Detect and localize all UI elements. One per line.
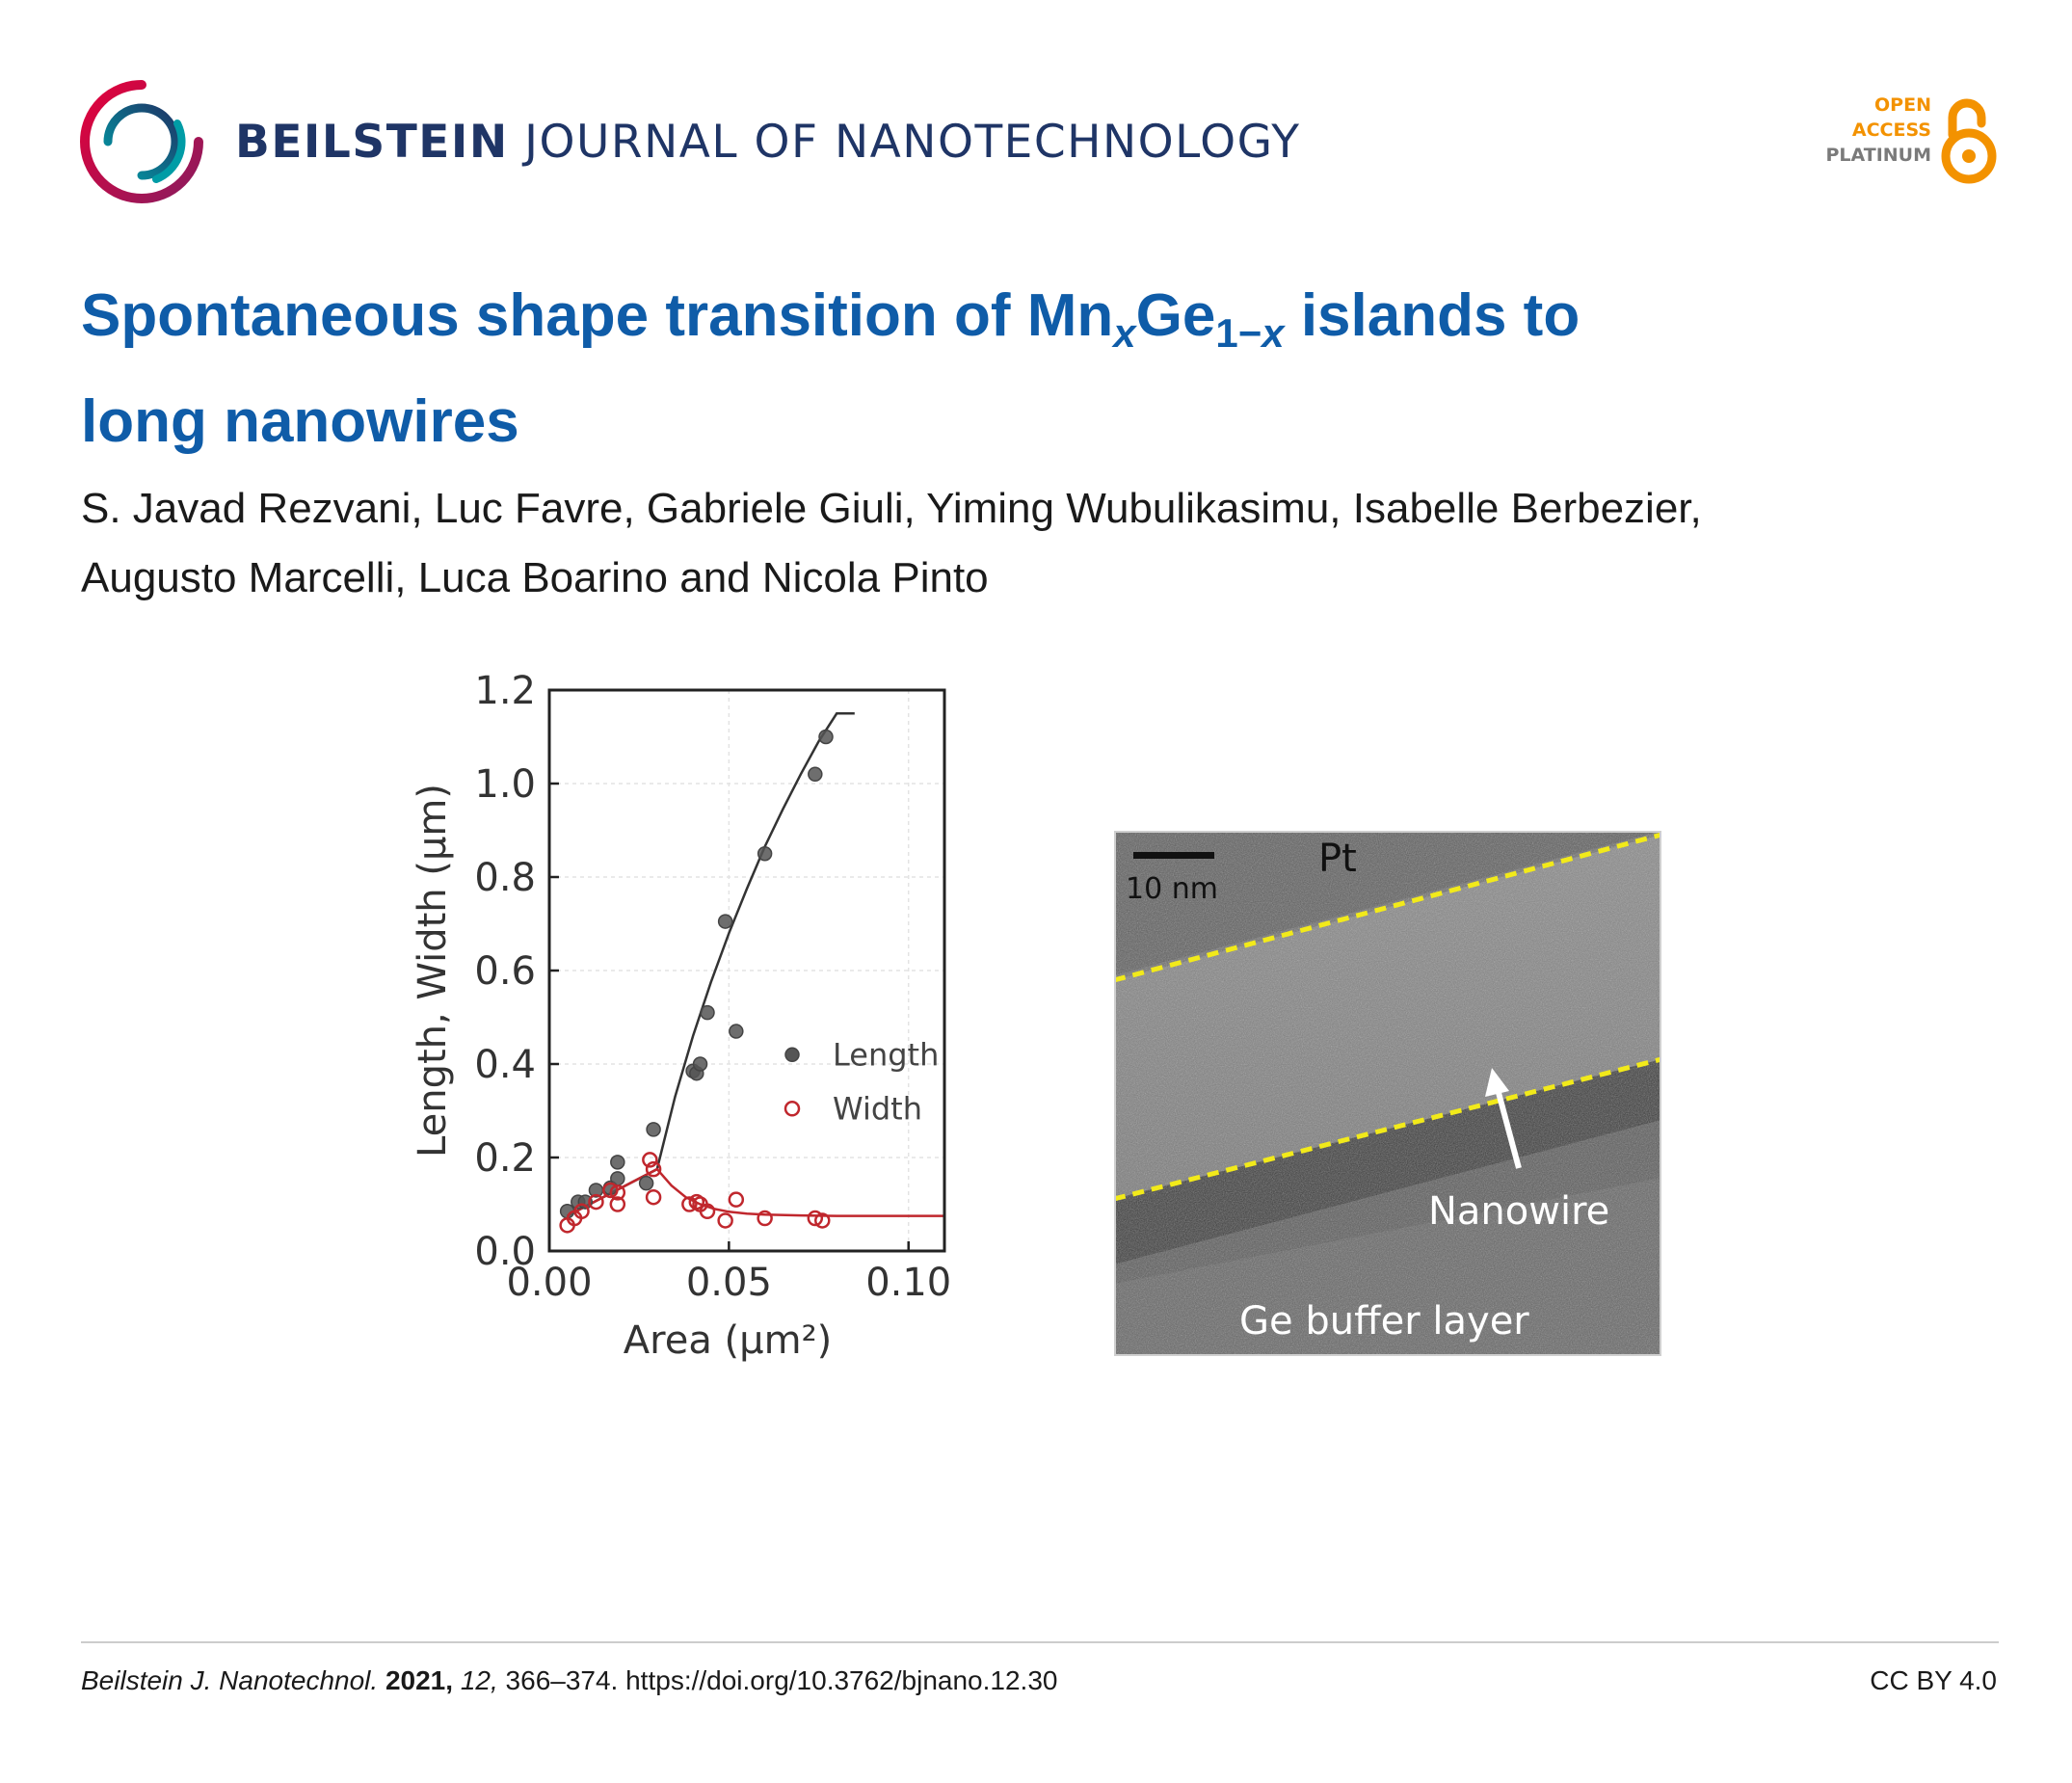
- title-part-1: Spontaneous shape transition of Mn: [81, 282, 1114, 349]
- journal-header: BEILSTEIN JOURNAL OF NANOTECHNOLOGY OPEN…: [79, 79, 1997, 204]
- footer-divider: [81, 1641, 1999, 1643]
- chart-ticks: 0.0 0.2 0.4 0.6 0.8 1.0 1.2 0.00 0.05 0.10: [474, 669, 951, 1305]
- width-point-13: [699, 1203, 716, 1220]
- title-line-1: Spontaneous shape transition of MnxGe1−x…: [81, 272, 1912, 378]
- lower-interface-dashed-line: [1114, 1056, 1661, 1202]
- y-tick-label-2: 0.4: [474, 1043, 536, 1087]
- journal-name-bold: BEILSTEIN: [235, 116, 509, 169]
- author-list: S. Javad Rezvani, Luc Favre, Gabriele Gi…: [81, 474, 1989, 613]
- length-point-15: [757, 846, 773, 862]
- title-part-2: islands to: [1284, 282, 1581, 349]
- citation-journal: Beilstein J. Nanotechnol.: [81, 1665, 379, 1695]
- label-ge-buffer-layer: Ge buffer layer: [1239, 1299, 1529, 1344]
- y-tick-label-3: 0.6: [474, 949, 536, 994]
- y-tick-label-0: 0.0: [474, 1230, 536, 1274]
- graphical-abstract-figure: 0.0 0.2 0.4 0.6 0.8 1.0 1.2 0.00 0.05 0.10 Length…: [405, 655, 1667, 1600]
- citation: Beilstein J. Nanotechnol. 2021, 12, 366–…: [81, 1665, 1057, 1696]
- length-point-17: [818, 729, 834, 745]
- length-fit-line: [567, 712, 855, 1217]
- nanowire-arrow: [1495, 1088, 1522, 1169]
- x-tick-label-0: 0.00: [506, 1261, 592, 1305]
- width-point-14: [717, 1212, 733, 1229]
- y-tick-label-6: 1.2: [474, 669, 536, 713]
- legend-marker-1: [784, 1101, 801, 1117]
- length-point-8: [646, 1122, 661, 1137]
- legend-marker-0: [784, 1047, 800, 1063]
- title-subscript-x: x: [1113, 310, 1136, 356]
- chart-legend: Length Width: [784, 1036, 939, 1127]
- width-point-2: [573, 1203, 590, 1220]
- title-line-2: long nanowires: [81, 388, 519, 455]
- length-point-14: [729, 1024, 744, 1039]
- width-point-16: [757, 1210, 773, 1227]
- authors-line-2: Augusto Marcelli, Luca Boarino and Nicol…: [81, 554, 989, 601]
- article-title: Spontaneous shape transition of MnxGe1−x…: [81, 272, 1912, 466]
- open-access-lock-icon: [1941, 98, 1997, 184]
- oa-access-label: ACCESS: [1851, 120, 1931, 141]
- label-nanowire: Nanowire: [1428, 1189, 1609, 1234]
- width-point-3: [588, 1193, 604, 1211]
- width-point-7: [642, 1152, 658, 1168]
- width-point-17: [807, 1210, 824, 1227]
- x-tick-label-2: 0.10: [865, 1261, 951, 1305]
- length-point-7: [638, 1175, 654, 1191]
- journal-name: BEILSTEIN JOURNAL OF NANOTECHNOLOGY: [235, 116, 1300, 169]
- nanowire-arrow-head-icon: [1485, 1068, 1509, 1097]
- width-point-5: [609, 1184, 626, 1201]
- tem-micrograph: 10 nm Pt Nanowire Ge buffer layer: [1114, 831, 1661, 1356]
- legend-label-1: Width: [833, 1090, 922, 1127]
- upper-interface-dashed-line: [1114, 832, 1661, 983]
- y-axis-label: Length, Width (μm): [411, 784, 455, 1158]
- beilstein-logo-icon: [80, 80, 203, 203]
- width-point-18: [814, 1212, 831, 1229]
- x-tick-label-1: 0.05: [686, 1261, 772, 1305]
- scale-bar: [1133, 852, 1214, 859]
- oa-open-label: OPEN: [1874, 94, 1931, 116]
- width-fit-line: [567, 1167, 944, 1217]
- width-point-9: [645, 1188, 662, 1206]
- chart-fit-lines: [567, 712, 944, 1217]
- length-point-11: [692, 1056, 708, 1072]
- scale-bar-label: 10 nm: [1126, 872, 1218, 906]
- citation-year: 2021,: [385, 1665, 454, 1695]
- title-subscript-1-minus: 1−: [1215, 310, 1262, 356]
- width-point-4: [602, 1182, 619, 1199]
- title-subscript-x-2: x: [1262, 310, 1285, 356]
- citation-pages-doi[interactable]: 366–374. https://doi.org/10.3762/bjnano.…: [505, 1665, 1058, 1695]
- license-label: CC BY 4.0: [1870, 1665, 1997, 1695]
- x-axis-label: Area (μm²): [624, 1318, 832, 1363]
- title-ge: Ge: [1135, 282, 1216, 349]
- label-pt: Pt: [1318, 837, 1357, 881]
- y-tick-label-1: 0.2: [474, 1136, 536, 1181]
- open-access-badge: OPEN ACCESS PLATINUM: [1804, 93, 1997, 189]
- width-point-8: [645, 1160, 662, 1178]
- width-point-15: [728, 1191, 745, 1208]
- citation-volume: 12,: [460, 1665, 498, 1695]
- journal-name-rest: JOURNAL OF NANOTECHNOLOGY: [524, 116, 1301, 169]
- length-width-vs-area-chart: 0.0 0.2 0.4 0.6 0.8 1.0 1.2 0.00 0.05 0.10 Length…: [411, 669, 951, 1363]
- authors-line-1: S. Javad Rezvani, Luc Favre, Gabriele Gi…: [81, 485, 1702, 532]
- width-point-6: [609, 1196, 626, 1212]
- chart-grid: [548, 689, 944, 1252]
- width-point-10: [681, 1196, 698, 1212]
- plot-frame: [547, 688, 946, 1253]
- length-point-13: [717, 914, 733, 929]
- chart-points: [559, 729, 834, 1234]
- length-point-6: [610, 1155, 625, 1170]
- length-point-16: [808, 766, 823, 783]
- y-tick-label-4: 0.8: [474, 856, 536, 900]
- legend-label-0: Length: [833, 1036, 939, 1073]
- length-point-12: [700, 1004, 715, 1021]
- oa-platinum-label: PLATINUM: [1825, 145, 1931, 166]
- y-tick-label-5: 1.0: [474, 762, 536, 807]
